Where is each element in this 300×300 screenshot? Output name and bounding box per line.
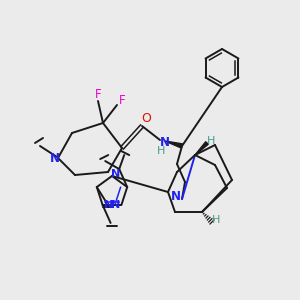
Text: N: N bbox=[50, 152, 60, 164]
Text: N: N bbox=[111, 169, 121, 179]
Polygon shape bbox=[195, 142, 208, 155]
Text: H: H bbox=[212, 215, 220, 225]
Text: H: H bbox=[207, 136, 215, 146]
Text: N: N bbox=[160, 136, 170, 148]
Text: N: N bbox=[171, 190, 181, 203]
Text: H: H bbox=[157, 146, 165, 156]
Text: N: N bbox=[111, 200, 120, 210]
Text: O: O bbox=[141, 112, 151, 125]
Polygon shape bbox=[165, 141, 183, 148]
Text: F: F bbox=[95, 88, 101, 100]
Text: F: F bbox=[119, 94, 125, 106]
Text: N: N bbox=[104, 200, 113, 210]
